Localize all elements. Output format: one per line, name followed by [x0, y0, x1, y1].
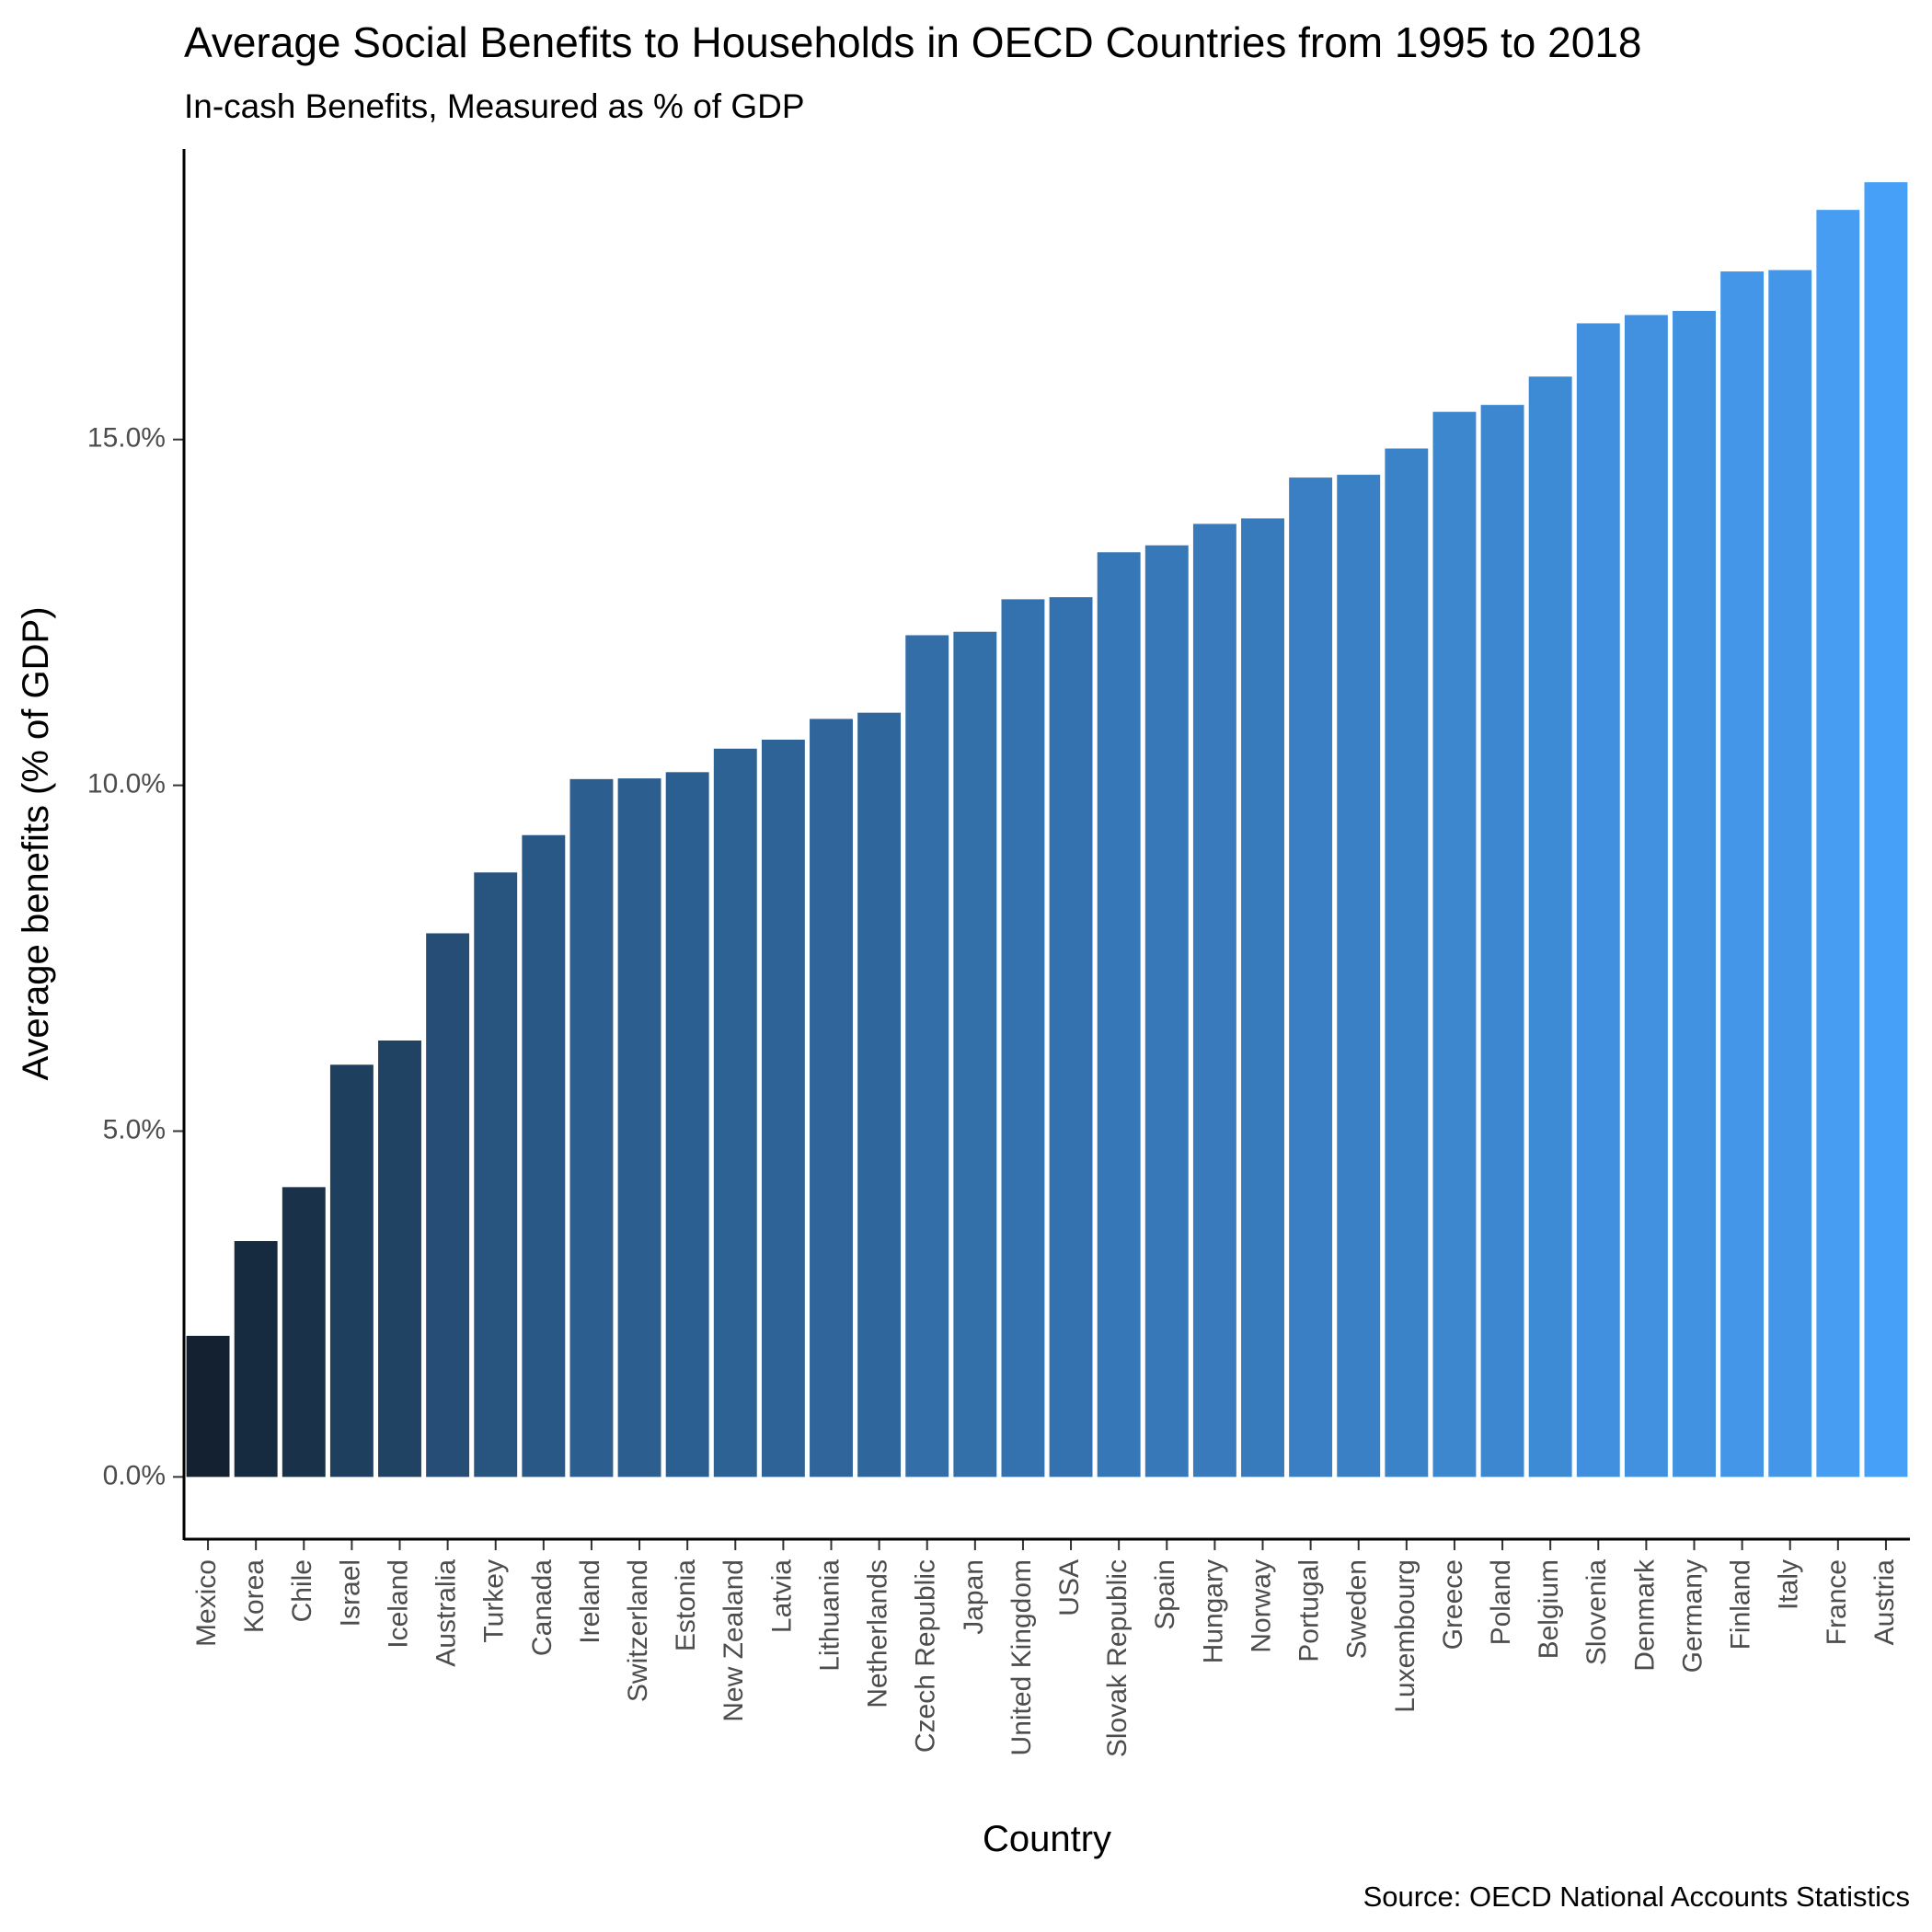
bar-new-zealand — [713, 748, 757, 1478]
bar-korea — [234, 1241, 278, 1478]
x-tick-label: Estonia — [671, 1559, 701, 1651]
x-tick-label: Netherlands — [863, 1559, 893, 1708]
x-tick-label: Poland — [1486, 1559, 1516, 1645]
y-tick-label: 5.0% — [103, 1114, 166, 1144]
x-tick-label: Denmark — [1629, 1558, 1660, 1672]
x-tick-label: Ireland — [575, 1559, 605, 1644]
chart-caption: Source: OECD National Accounts Statistic… — [1363, 1880, 1910, 1913]
x-tick-label: Chile — [287, 1559, 317, 1622]
bar-canada — [522, 834, 566, 1478]
x-tick-label: Portugal — [1294, 1559, 1325, 1662]
bar-mexico — [186, 1335, 230, 1478]
x-tick-label: Luxembourg — [1390, 1559, 1420, 1713]
y-tick-label: 0.0% — [103, 1460, 166, 1490]
bar-czech-republic — [905, 635, 949, 1478]
bar-luxembourg — [1385, 448, 1429, 1478]
x-tick-label: Italy — [1774, 1559, 1804, 1610]
x-tick-label: Canada — [527, 1559, 558, 1656]
y-tick-label: 15.0% — [87, 423, 166, 454]
x-tick-label: USA — [1054, 1559, 1085, 1616]
bar-turkey — [474, 872, 518, 1478]
bar-slovak-republic — [1097, 552, 1141, 1478]
x-tick-label: Turkey — [479, 1559, 510, 1643]
bars-group — [186, 182, 1908, 1478]
bar-australia — [426, 933, 470, 1478]
chart-title: Average Social Benefits to Households in… — [184, 18, 1641, 66]
x-tick-label: Norway — [1246, 1559, 1276, 1653]
bar-finland — [1720, 271, 1765, 1478]
x-tick-label: Slovak Republic — [1102, 1559, 1133, 1757]
bar-portugal — [1289, 477, 1333, 1478]
x-tick-label: Spain — [1150, 1559, 1180, 1630]
x-tick-label: Australia — [431, 1559, 462, 1667]
bar-estonia — [665, 772, 709, 1478]
x-tick-label: United Kingdom — [1006, 1559, 1037, 1755]
bar-france — [1816, 210, 1860, 1478]
bar-iceland — [378, 1040, 421, 1478]
chart-subtitle: In-cash Benefits, Measured as % of GDP — [184, 87, 805, 125]
y-axis-title: Average benefits (% of GDP) — [16, 606, 56, 1080]
bar-hungary — [1192, 523, 1236, 1478]
x-tick-label: Mexico — [191, 1559, 222, 1647]
y-tick-label: 10.0% — [87, 769, 166, 799]
bar-united-kingdom — [1001, 599, 1045, 1478]
x-tick-label: New Zealand — [719, 1559, 749, 1722]
bar-latvia — [761, 739, 805, 1478]
bar-germany — [1673, 310, 1716, 1478]
x-tick-label: Czech Republic — [911, 1559, 941, 1753]
x-tick-label: Austria — [1869, 1559, 1900, 1646]
x-tick-label: Lithuania — [814, 1559, 845, 1672]
bar-greece — [1432, 411, 1477, 1478]
bar-denmark — [1624, 315, 1668, 1478]
bar-ireland — [569, 778, 614, 1478]
bar-austria — [1864, 182, 1908, 1478]
bar-poland — [1480, 405, 1524, 1478]
x-tick-label: Switzerland — [623, 1559, 653, 1702]
y-axis-ticks: 0.0% 5.0% 10.0% 15.0% — [87, 423, 184, 1490]
bar-spain — [1144, 545, 1189, 1478]
bar-switzerland — [617, 778, 661, 1478]
x-tick-label: Israel — [335, 1559, 365, 1627]
x-tick-label: Sweden — [1342, 1559, 1373, 1659]
x-tick-label: France — [1822, 1559, 1852, 1645]
bar-israel — [329, 1064, 374, 1478]
x-tick-label: Belgium — [1534, 1559, 1564, 1659]
x-tick-label: Japan — [959, 1559, 989, 1635]
bar-chile — [282, 1187, 326, 1478]
x-axis-title: Country — [983, 1819, 1111, 1859]
bar-italy — [1768, 270, 1812, 1478]
bar-japan — [953, 631, 997, 1478]
bar-lithuania — [810, 719, 853, 1478]
bar-usa — [1049, 597, 1093, 1478]
x-tick-label: Latvia — [766, 1559, 797, 1633]
x-tick-label: Korea — [239, 1559, 270, 1633]
x-tick-label: Slovenia — [1581, 1559, 1612, 1665]
bar-belgium — [1528, 376, 1572, 1478]
bar-sweden — [1337, 475, 1381, 1478]
x-tick-label: Hungary — [1198, 1559, 1228, 1663]
x-tick-label: Germany — [1677, 1559, 1708, 1673]
bar-norway — [1241, 518, 1284, 1478]
x-tick-label: Finland — [1726, 1559, 1756, 1650]
bar-netherlands — [857, 712, 902, 1478]
x-axis-ticks: Mexico Korea Chile Israel Iceland Australia Tu… — [191, 1539, 1900, 1757]
x-tick-label: Iceland — [383, 1559, 413, 1649]
x-tick-label: Greece — [1438, 1559, 1468, 1650]
bar-slovenia — [1576, 323, 1620, 1478]
